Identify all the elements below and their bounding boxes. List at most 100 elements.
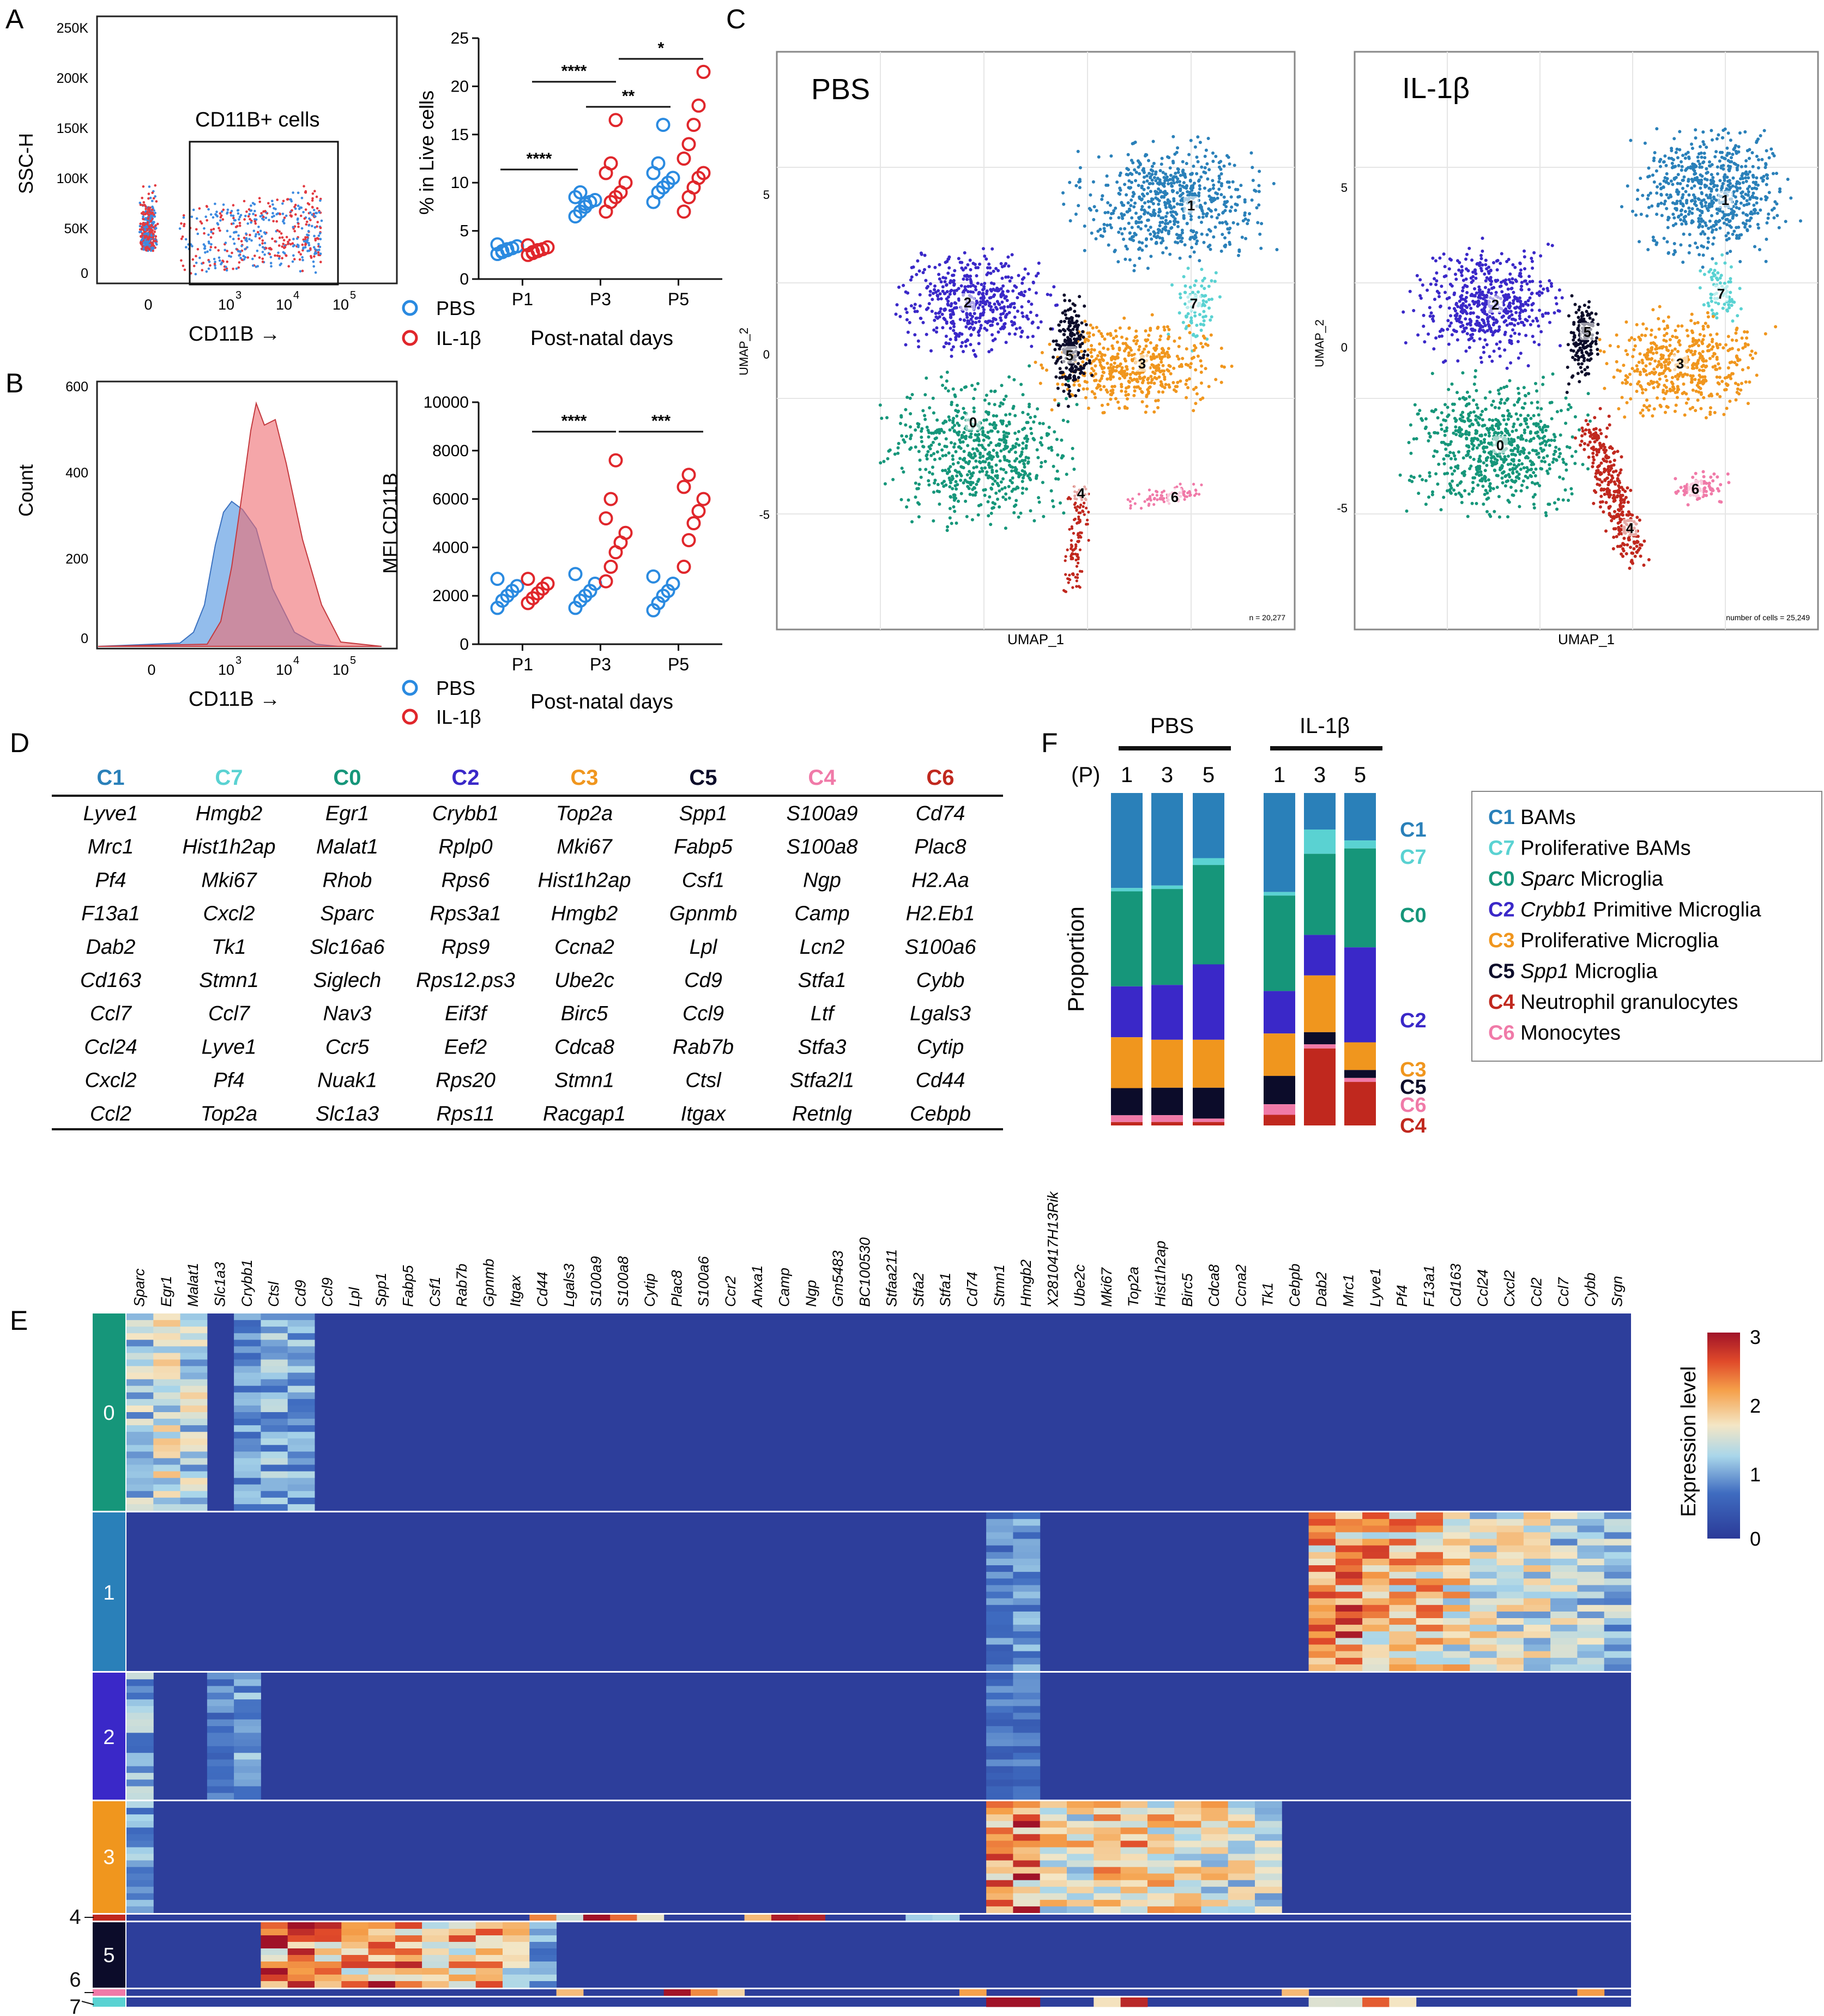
umap-cell-dot (1076, 403, 1079, 406)
umap-cell-dot (1241, 235, 1244, 239)
umap-cell-dot (1000, 384, 1004, 387)
umap-cell-dot (1703, 233, 1706, 236)
flow-event-dot (262, 216, 265, 219)
umap-cell-dot (1214, 226, 1217, 229)
umap-cell-dot (1531, 292, 1534, 295)
umap-cell-dot (1126, 407, 1129, 410)
umap-cell-dot (1640, 213, 1643, 216)
umap-cell-dot (1174, 220, 1177, 223)
umap-cell-dot (1207, 306, 1211, 310)
umap-cell-dot (1076, 565, 1078, 568)
umap-cell-dot (1077, 561, 1079, 564)
umap-cell-dot (1194, 368, 1197, 372)
flow-event-dot (311, 197, 314, 200)
flow-event-dot (311, 225, 313, 228)
umap-cell-dot (1751, 174, 1755, 177)
flow-event-dot (308, 244, 311, 247)
umap-cell-dot (1470, 281, 1473, 284)
umap-cell-dot (997, 288, 1000, 291)
umap-cell-dot (935, 326, 938, 330)
umap-cell-dot (977, 291, 981, 294)
umap-cell-dot (1193, 344, 1196, 347)
umap-cell-dot (1470, 258, 1473, 262)
umap-cell-dot (1076, 576, 1079, 579)
umap-cell-dot (1718, 160, 1722, 163)
umap-cell-dot (1189, 215, 1193, 218)
umap-cell-dot (1467, 304, 1471, 307)
flow-event-dot (198, 257, 201, 259)
umap-cell-dot (992, 282, 995, 286)
umap-cell-dot (975, 274, 979, 277)
umap-cell-dot (953, 393, 957, 397)
umap-cell-dot (1547, 243, 1550, 246)
umap-cell-dot (922, 321, 925, 324)
flow-event-dot (147, 233, 150, 236)
umap-cell-dot (1120, 383, 1123, 386)
umap-cell-dot (993, 390, 996, 393)
flow-event-dot (260, 212, 263, 215)
umap-cell-dot (1005, 424, 1008, 427)
umap-cell-dot (1687, 155, 1690, 159)
flow-event-dot (312, 192, 315, 195)
umap-cell-dot (1080, 350, 1083, 353)
umap-cell-dot (1149, 175, 1152, 178)
umap-cell-dot (1717, 134, 1720, 137)
umap-cell-dot (1422, 325, 1425, 328)
umap-cell-dot (1134, 502, 1137, 505)
umap-cell-dot (985, 273, 988, 276)
umap-cell-dot (1479, 356, 1483, 359)
flow-event-dot (281, 257, 283, 259)
umap-cell-dot (1194, 335, 1198, 338)
umap-cell-dot (919, 458, 922, 462)
umap-cell-dot (952, 283, 956, 287)
flow-event-dot (306, 241, 309, 244)
umap-cell-dot (1025, 456, 1028, 459)
umap-cell-dot (1072, 302, 1075, 306)
umap-cell-dot (944, 420, 947, 423)
umap-cell-dot (1018, 326, 1022, 330)
flow-event-dot (236, 225, 239, 228)
flow-event-dot (240, 214, 243, 217)
umap-cell-dot (1014, 504, 1017, 507)
umap-cell-dot (952, 417, 955, 420)
umap-cell-dot (1153, 176, 1156, 179)
flow-event-dot (143, 241, 146, 244)
umap-cell-dot (1716, 172, 1719, 175)
umap-cell-dot (1712, 237, 1716, 240)
umap-cell-dot (897, 446, 900, 450)
flow-event-dot (153, 240, 155, 243)
scatter-point (683, 534, 695, 546)
flow-event-dot (240, 240, 243, 243)
umap-cell-dot (1760, 158, 1763, 161)
umap-cell-dot (1159, 370, 1162, 373)
flow-event-dot (292, 226, 294, 228)
umap-cell-dot (1114, 207, 1117, 210)
flow-event-dot (151, 231, 154, 234)
umap-cell-dot (1655, 127, 1658, 130)
umap-cell-dot (1715, 189, 1718, 192)
umap-cell-dot (1171, 381, 1175, 384)
scatter-point (492, 573, 504, 585)
umap-pbs-xaxis: UMAP_1 (1007, 631, 1064, 647)
umap-cell-dot (1106, 223, 1109, 227)
umap-cell-dot (1086, 354, 1089, 357)
umap-cell-dot (1189, 366, 1192, 369)
umap-cell-dot (977, 320, 981, 323)
scatter-point (600, 576, 612, 588)
umap-pbs-title: PBS (811, 73, 870, 106)
flow-event-dot (250, 239, 253, 242)
umap-cell-dot (1157, 203, 1160, 206)
flow-event-dot (262, 219, 265, 221)
umap-cell-dot (1683, 175, 1686, 179)
umap-cell-dot (1684, 190, 1688, 193)
umap-cell-dot (1036, 448, 1039, 451)
umap-cell-dot (1185, 315, 1188, 318)
umap-cell-dot (1654, 243, 1658, 246)
umap-cell-dot (1629, 139, 1632, 142)
umap-cell-dot (1664, 176, 1667, 179)
umap-cell-dot (1732, 162, 1736, 165)
umap-cell-dot (1205, 213, 1208, 216)
flow-event-dot (226, 250, 228, 252)
umap-cell-dot (1011, 481, 1014, 485)
flow-event-dot (185, 238, 188, 241)
